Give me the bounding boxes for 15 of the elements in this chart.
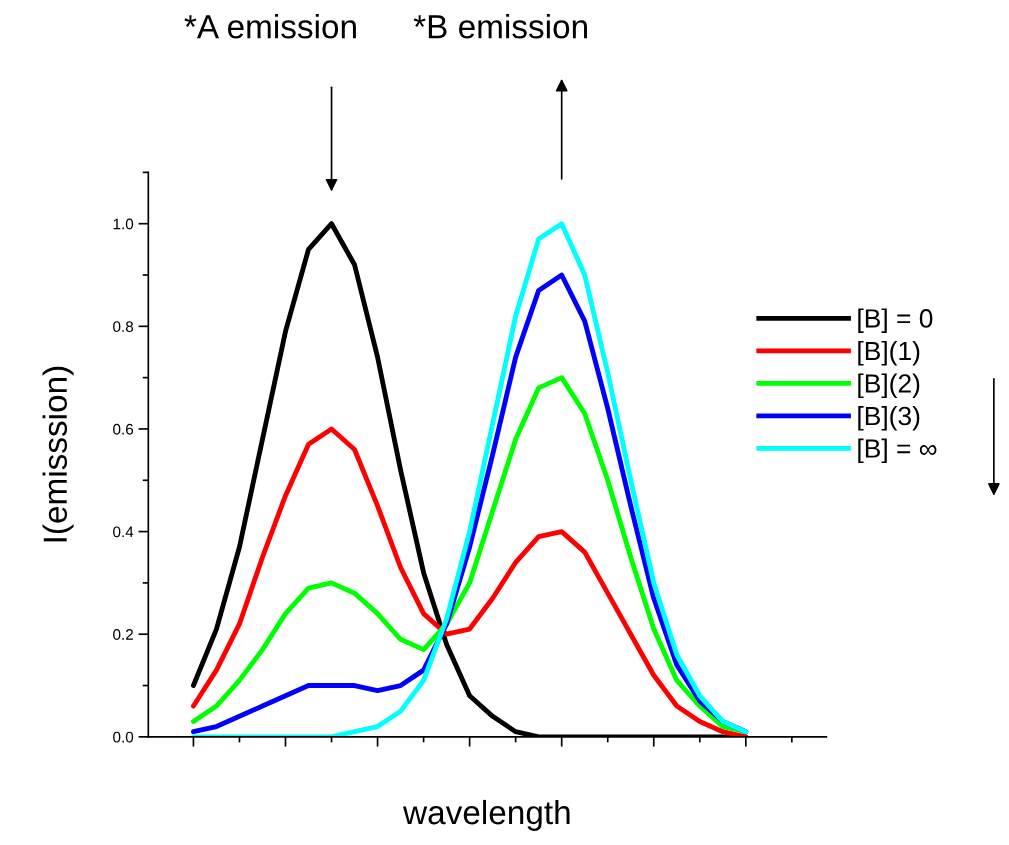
text: *B emission xyxy=(413,14,587,39)
legend-label: [B] = ∞ xyxy=(858,438,937,464)
x-axis-title: wavelength xyxy=(402,799,570,831)
text: *A emission xyxy=(184,14,356,39)
legend-label: [B](2) xyxy=(858,373,920,399)
y-axis-title: I(emisssion) xyxy=(42,366,74,542)
y-tick-label: 0.4 xyxy=(113,526,134,538)
legend-label: [B](1) xyxy=(858,340,920,366)
y-tick-label: 0.8 xyxy=(113,321,134,333)
y-tick-label: 0.6 xyxy=(113,423,134,435)
y-tick-label: 0.2 xyxy=(113,629,133,640)
y-tick-label: 1.0 xyxy=(113,218,134,230)
legend-label: [B](3) xyxy=(858,405,920,431)
y-tick-label: 0.0 xyxy=(113,731,134,743)
legend-label: [B] = 0 xyxy=(858,308,933,334)
